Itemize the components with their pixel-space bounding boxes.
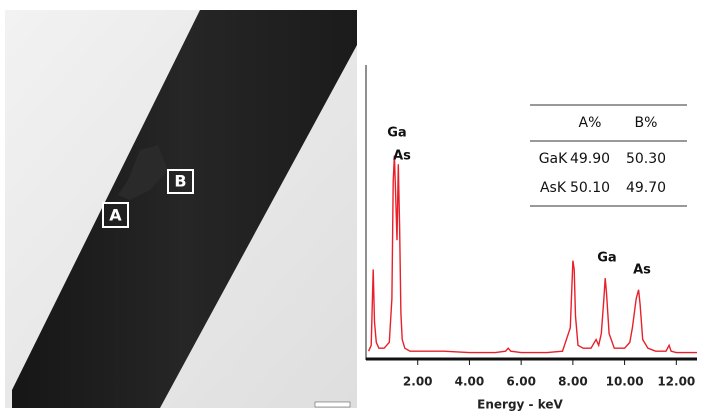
peak-label: As [633, 263, 651, 278]
page: {"image": {"labels": ["A", "B"]}, "chart… [0, 0, 707, 412]
table-cell: 50.30 [626, 151, 666, 167]
table-row-label: AsK [540, 180, 567, 196]
table-header: A% [579, 115, 602, 131]
region-label: B [174, 172, 186, 191]
scale-bar [315, 402, 350, 407]
peak-label: As [393, 149, 411, 164]
spectrum-chart: Energy - keV 2.00 4.00 6.00 8.00 10.00 12.00 G… [366, 65, 697, 412]
peak-label: Ga [387, 126, 406, 141]
tem-image: A B [5, 10, 357, 408]
x-axis-label: Energy - keV [477, 398, 563, 412]
x-tick-label: 12.00 [657, 375, 695, 389]
x-tick-label: 6.00 [506, 375, 536, 389]
x-tick-label: 2.00 [403, 375, 433, 389]
table-header: B% [635, 115, 658, 131]
peak-label: Ga [597, 251, 616, 266]
x-tick-label: 4.00 [455, 375, 485, 389]
table-cell: 50.10 [570, 180, 610, 196]
table-cell: 49.70 [626, 180, 666, 196]
x-tick-label: 8.00 [558, 375, 588, 389]
figure: A B Energy - keV 2.00 4.00 6.00 8.00 10.00 12… [0, 0, 707, 412]
x-tick-label: 10.00 [606, 375, 644, 389]
region-label: A [109, 206, 122, 225]
table-row-label: GaK [539, 151, 568, 167]
table-cell: 49.90 [570, 151, 610, 167]
